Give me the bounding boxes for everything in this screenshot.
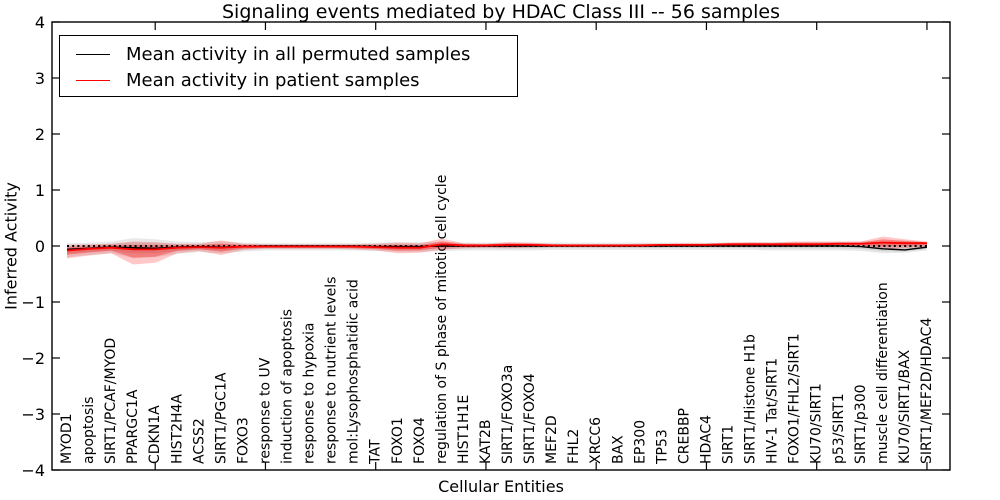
category-label: MEF2D	[544, 415, 560, 464]
legend-entry-patient: Mean activity in patient samples	[60, 67, 517, 93]
category-label: SIRT1/MEF2D/HDAC4	[919, 318, 935, 464]
category-label: regulation of S phase of mitotic cell cy…	[434, 175, 450, 464]
y-tick-label: −2	[21, 349, 45, 368]
category-label: SIRT1/FOXO3a	[500, 365, 516, 464]
legend-label-permuted: Mean activity in all permuted samples	[126, 43, 471, 65]
category-label: XRCC6	[588, 417, 604, 464]
y-tick-label: −1	[21, 293, 45, 312]
category-label: response to nutrient levels	[324, 277, 340, 464]
category-label: CREBBP	[676, 408, 692, 464]
category-label: TAT	[368, 439, 384, 465]
category-label: FOXO4	[412, 417, 428, 464]
y-tick-label: 0	[35, 237, 45, 256]
axes-box	[51, 21, 951, 471]
category-label: CDKN1A	[147, 405, 163, 464]
category-label: apoptosis	[81, 397, 97, 464]
category-label: HIST2H4A	[169, 394, 185, 464]
category-label: KU70/SIRT1	[809, 383, 825, 464]
legend-entry-permuted: Mean activity in all permuted samples	[60, 41, 517, 67]
category-label: SIRT1/PGC1A	[213, 372, 229, 464]
category-label: HDAC4	[698, 415, 714, 464]
category-label: BAX	[610, 435, 626, 464]
category-label: response to UV	[257, 357, 273, 464]
category-label: KU70/SIRT1/BAX	[897, 349, 913, 464]
permuted-band	[67, 238, 927, 259]
category-label: SIRT1/Histone H1b	[743, 334, 759, 464]
category-label: p53/SIRT1	[831, 393, 847, 464]
category-label: MYOD1	[59, 413, 75, 464]
y-tick-label: −3	[21, 405, 45, 424]
category-label: FOXO1/FHL2/SIRT1	[787, 333, 803, 464]
category-label: SIRT1	[721, 425, 737, 464]
category-label: SIRT1/p300	[853, 384, 869, 464]
permuted-line-swatch	[76, 53, 110, 55]
legend: Mean activity in all permuted samples Me…	[59, 35, 518, 97]
category-label: FOXO3	[235, 417, 251, 464]
patient-line-swatch	[76, 79, 110, 81]
category-label: induction of apoptosis	[280, 309, 296, 464]
legend-label-patient: Mean activity in patient samples	[126, 69, 420, 91]
patient-band	[67, 236, 927, 265]
chart-title: Signaling events mediated by HDAC Class …	[222, 1, 780, 23]
category-label: response to hypoxia	[302, 323, 318, 464]
x-axis-title: Cellular Entities	[438, 477, 564, 496]
category-label: FHL2	[566, 429, 582, 464]
y-tick-label: 3	[35, 69, 45, 88]
category-label: mol:Lysophosphatidic acid	[346, 279, 362, 464]
category-label: EP300	[632, 420, 648, 464]
category-label: FOXO1	[390, 417, 406, 464]
category-label: KAT2B	[478, 420, 494, 465]
category-label: muscle cell differentiation	[875, 282, 891, 464]
y-tick-label: −4	[21, 461, 45, 480]
category-label: HIV-1 Tat/SIRT1	[765, 358, 781, 464]
category-label: HIST1H1E	[456, 395, 472, 464]
y-tick-label: 4	[35, 13, 45, 32]
category-label: PPARGC1A	[125, 389, 141, 464]
category-label: TP53	[654, 429, 670, 465]
patient-mean-line	[66, 241, 927, 252]
category-label: SIRT1/PCAF/MYOD	[103, 338, 119, 464]
category-label: SIRT1/FOXO4	[522, 373, 538, 464]
y-tick-label: 2	[35, 125, 45, 144]
category-label: ACSS2	[191, 418, 207, 464]
y-tick-label: 1	[35, 181, 45, 200]
